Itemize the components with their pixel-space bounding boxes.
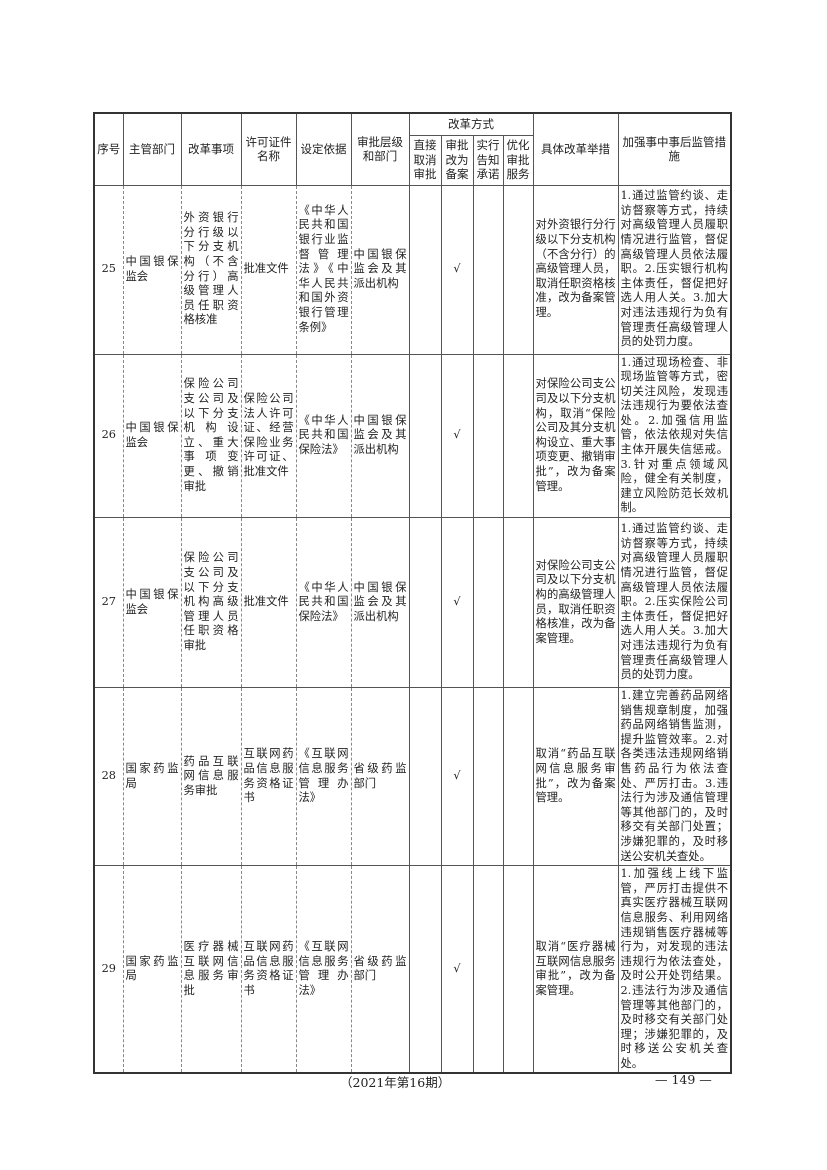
method-check-cell: [472, 687, 504, 867]
supervision-cell: 1.通过现场检查、非现场监管等方式，密切关注风险，发现违法违规行为要依法查处。2…: [617, 353, 732, 519]
method-check-cell: [502, 353, 534, 519]
license-cell: 批准文件: [240, 517, 297, 689]
method-check-cell: [472, 353, 504, 519]
reform-table: 序号 主管部门 改革事项 许可证件名称 设定依据 审批层级和部门 改革方式 具体…: [93, 112, 732, 1075]
supervision-cell: 1.通过监管约谈、走访督察等方式，持续对高级管理人员履职情况进行监管，督促高级管…: [617, 517, 732, 689]
method-check-cell: [472, 517, 504, 689]
header-measures: 具体改革举措: [532, 112, 619, 186]
header-level: 审批层级和部门: [350, 112, 410, 186]
issue-label: （2021年第16期）: [340, 1075, 451, 1090]
header-item: 改革事项: [180, 112, 242, 186]
method-check-cell: √: [440, 687, 474, 867]
header-method-optimize: 优化审批服务: [502, 134, 534, 186]
department-cell: 国家药监局: [122, 687, 182, 867]
supervision-cell: 1.加强线上线下监管，严厉打击提供不真实医疗器械互联网信息服务、利用网络违规销售…: [617, 865, 732, 1074]
department-cell: 中国银保监会: [122, 184, 182, 355]
item-cell: 外资银行分行级以下分支机构（不含分行）高级管理人员任职资格核准: [180, 184, 242, 355]
department-cell: 国家药监局: [122, 865, 182, 1074]
method-check-cell: √: [440, 517, 474, 689]
license-cell: 保险公司法人许可证、经营保险业务许可证、批准文件: [240, 353, 297, 519]
method-check-cell: [502, 687, 534, 867]
method-check-cell: [472, 184, 504, 355]
measures-cell: 对外资银行分行级以下分支机构（不含分行）的高级管理人员，取消任职资格核准，改为备…: [532, 184, 619, 355]
measures-cell: 对保险公司支公司及以下分支机构的高级管理人员，取消任职资格核准，改为备案管理。: [532, 517, 619, 689]
seq-cell: 28: [93, 687, 124, 867]
seq-cell: 25: [93, 184, 124, 355]
method-check-cell: [408, 353, 442, 519]
table-row: 25 中国银保监会 外资银行分行级以下分支机构（不含分行）高级管理人员任职资格核准批…: [93, 184, 732, 355]
level-cell: 中国银保监会及其派出机构: [350, 184, 410, 355]
license-cell: 批准文件: [240, 184, 297, 355]
header-method-commitment: 实行告知承诺: [472, 134, 504, 186]
item-cell: 保险公司支公司及以下分支机构设立、重大事项变更、撤销审批: [180, 353, 242, 519]
header-basis: 设定依据: [295, 112, 352, 186]
basis-cell: 《中华人民共和国保险法》: [295, 517, 352, 689]
header-method-cancel: 直接取消审批: [408, 134, 442, 186]
header-method-filing: 审批改为备案: [440, 134, 474, 186]
license-cell: 互联网药品信息服务资格证书: [240, 865, 297, 1074]
method-check-cell: [408, 184, 442, 355]
basis-cell: 《互联网信息服务管理办法》: [295, 687, 352, 867]
basis-cell: 《中华人民共和国银行业监督管理法》《中华人民共和国外资银行管理条例》: [295, 184, 352, 355]
level-cell: 中国银保监会及其派出机构: [350, 353, 410, 519]
table-row: 28 国家药监局 药品互联网信息服务审批 互联网药品信息服务资格证书 《互联网信息服务管…: [93, 687, 732, 867]
method-check-cell: [408, 865, 442, 1074]
level-cell: 中国银保监会及其派出机构: [350, 517, 410, 689]
seq-cell: 27: [93, 517, 124, 689]
basis-cell: 《互联网信息服务管理办法》: [295, 865, 352, 1074]
supervision-cell: 1.建立完善药品网络销售规章制度，加强药品网络销售监测，提升监管效率。2.对各类…: [617, 687, 732, 867]
table-row: 29 国家药监局 医疗器械互联网信息服务审批 互联网药品信息服务资格证书 《互联网信息服…: [93, 865, 732, 1074]
method-check-cell: [502, 517, 534, 689]
item-cell: 医疗器械互联网信息服务审批: [180, 865, 242, 1074]
header-method-group: 改革方式: [408, 112, 534, 136]
method-check-cell: [502, 184, 534, 355]
method-check-cell: [502, 865, 534, 1074]
header-license: 许可证件名称: [240, 112, 297, 186]
header-supervision: 加强事中事后监管措施: [617, 112, 732, 186]
method-check-cell: [408, 517, 442, 689]
method-check-cell: √: [440, 184, 474, 355]
department-cell: 中国银保监会: [122, 353, 182, 519]
seq-cell: 26: [93, 353, 124, 519]
seq-cell: 29: [93, 865, 124, 1074]
item-cell: 药品互联网信息服务审批: [180, 687, 242, 867]
basis-cell: 《中华人民共和国保险法》: [295, 353, 352, 519]
level-cell: 省级药监部门: [350, 687, 410, 867]
measures-cell: 取消“医疗器械互联网信息服务审批”，改为备案管理。: [532, 865, 619, 1074]
method-check-cell: [408, 687, 442, 867]
supervision-cell: 1.通过监管约谈、走访督察等方式，持续对高级管理人员履职情况进行监管，督促高级管…: [617, 184, 732, 355]
method-check-cell: √: [440, 353, 474, 519]
method-check-cell: √: [440, 865, 474, 1074]
measures-cell: 对保险公司支公司及以下分支机构，取消“保险公司及其分支机构设立、重大事项变更、撤…: [532, 353, 619, 519]
method-check-cell: [472, 865, 504, 1074]
page-number: — 149 —: [655, 1072, 712, 1087]
measures-cell: 取消“药品互联网信息服务审批”，改为备案管理。: [532, 687, 619, 867]
header-seq: 序号: [93, 112, 124, 186]
table-row: 27 中国银保监会 保险公司支公司及以下分支机构高级管理人员任职资格审批 批准文件 《中…: [93, 517, 732, 689]
item-cell: 保险公司支公司及以下分支机构高级管理人员任职资格审批: [180, 517, 242, 689]
header-department: 主管部门: [122, 112, 182, 186]
level-cell: 省级药监部门: [350, 865, 410, 1074]
license-cell: 互联网药品信息服务资格证书: [240, 687, 297, 867]
table-row: 26 中国银保监会 保险公司支公司及以下分支机构设立、重大事项变更、撤销审批 保险公司…: [93, 353, 732, 519]
department-cell: 中国银保监会: [122, 517, 182, 689]
